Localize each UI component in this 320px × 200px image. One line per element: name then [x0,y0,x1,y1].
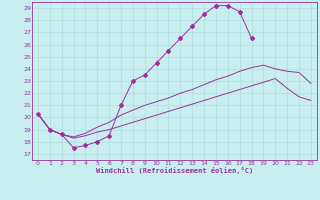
X-axis label: Windchill (Refroidissement éolien,°C): Windchill (Refroidissement éolien,°C) [96,167,253,174]
